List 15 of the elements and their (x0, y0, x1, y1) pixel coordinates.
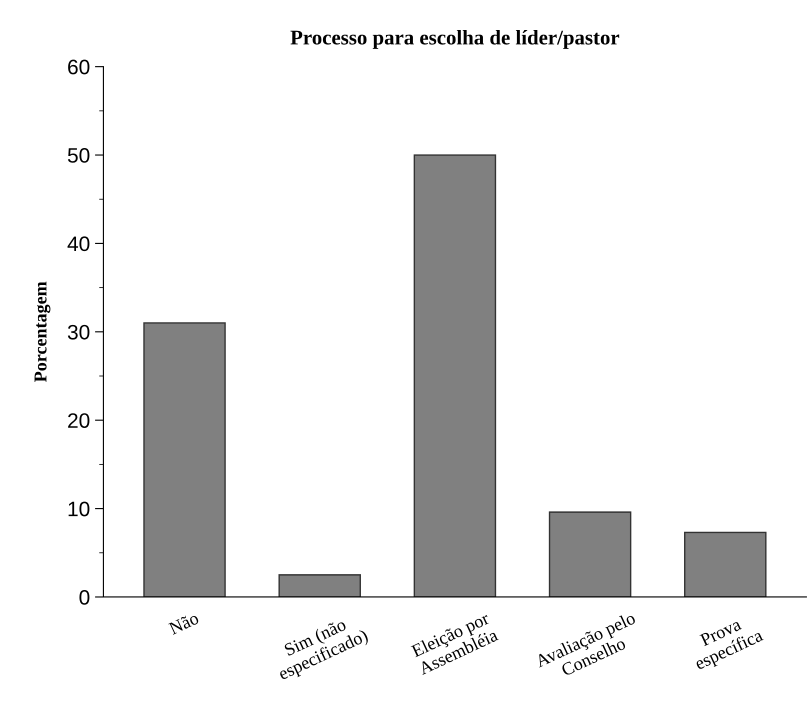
y-tick-label: 20 (68, 413, 90, 428)
y-tick-label: 30 (68, 324, 90, 340)
bar (278, 574, 361, 597)
y-tick-label: 50 (68, 148, 90, 163)
bar (548, 511, 632, 597)
y-tick-label: 40 (68, 236, 90, 252)
bar (143, 322, 226, 597)
y-tick-label: 60 (68, 60, 90, 74)
y-axis-title: Porcentagem (34, 282, 50, 382)
bar (684, 532, 767, 597)
bar (414, 154, 496, 597)
y-tick-label: 0 (79, 590, 90, 605)
y-tick-label: 10 (68, 502, 90, 516)
x-tick-label: Não (168, 611, 200, 635)
chart-title: Processo para escolha de líder/pastor (290, 30, 620, 49)
